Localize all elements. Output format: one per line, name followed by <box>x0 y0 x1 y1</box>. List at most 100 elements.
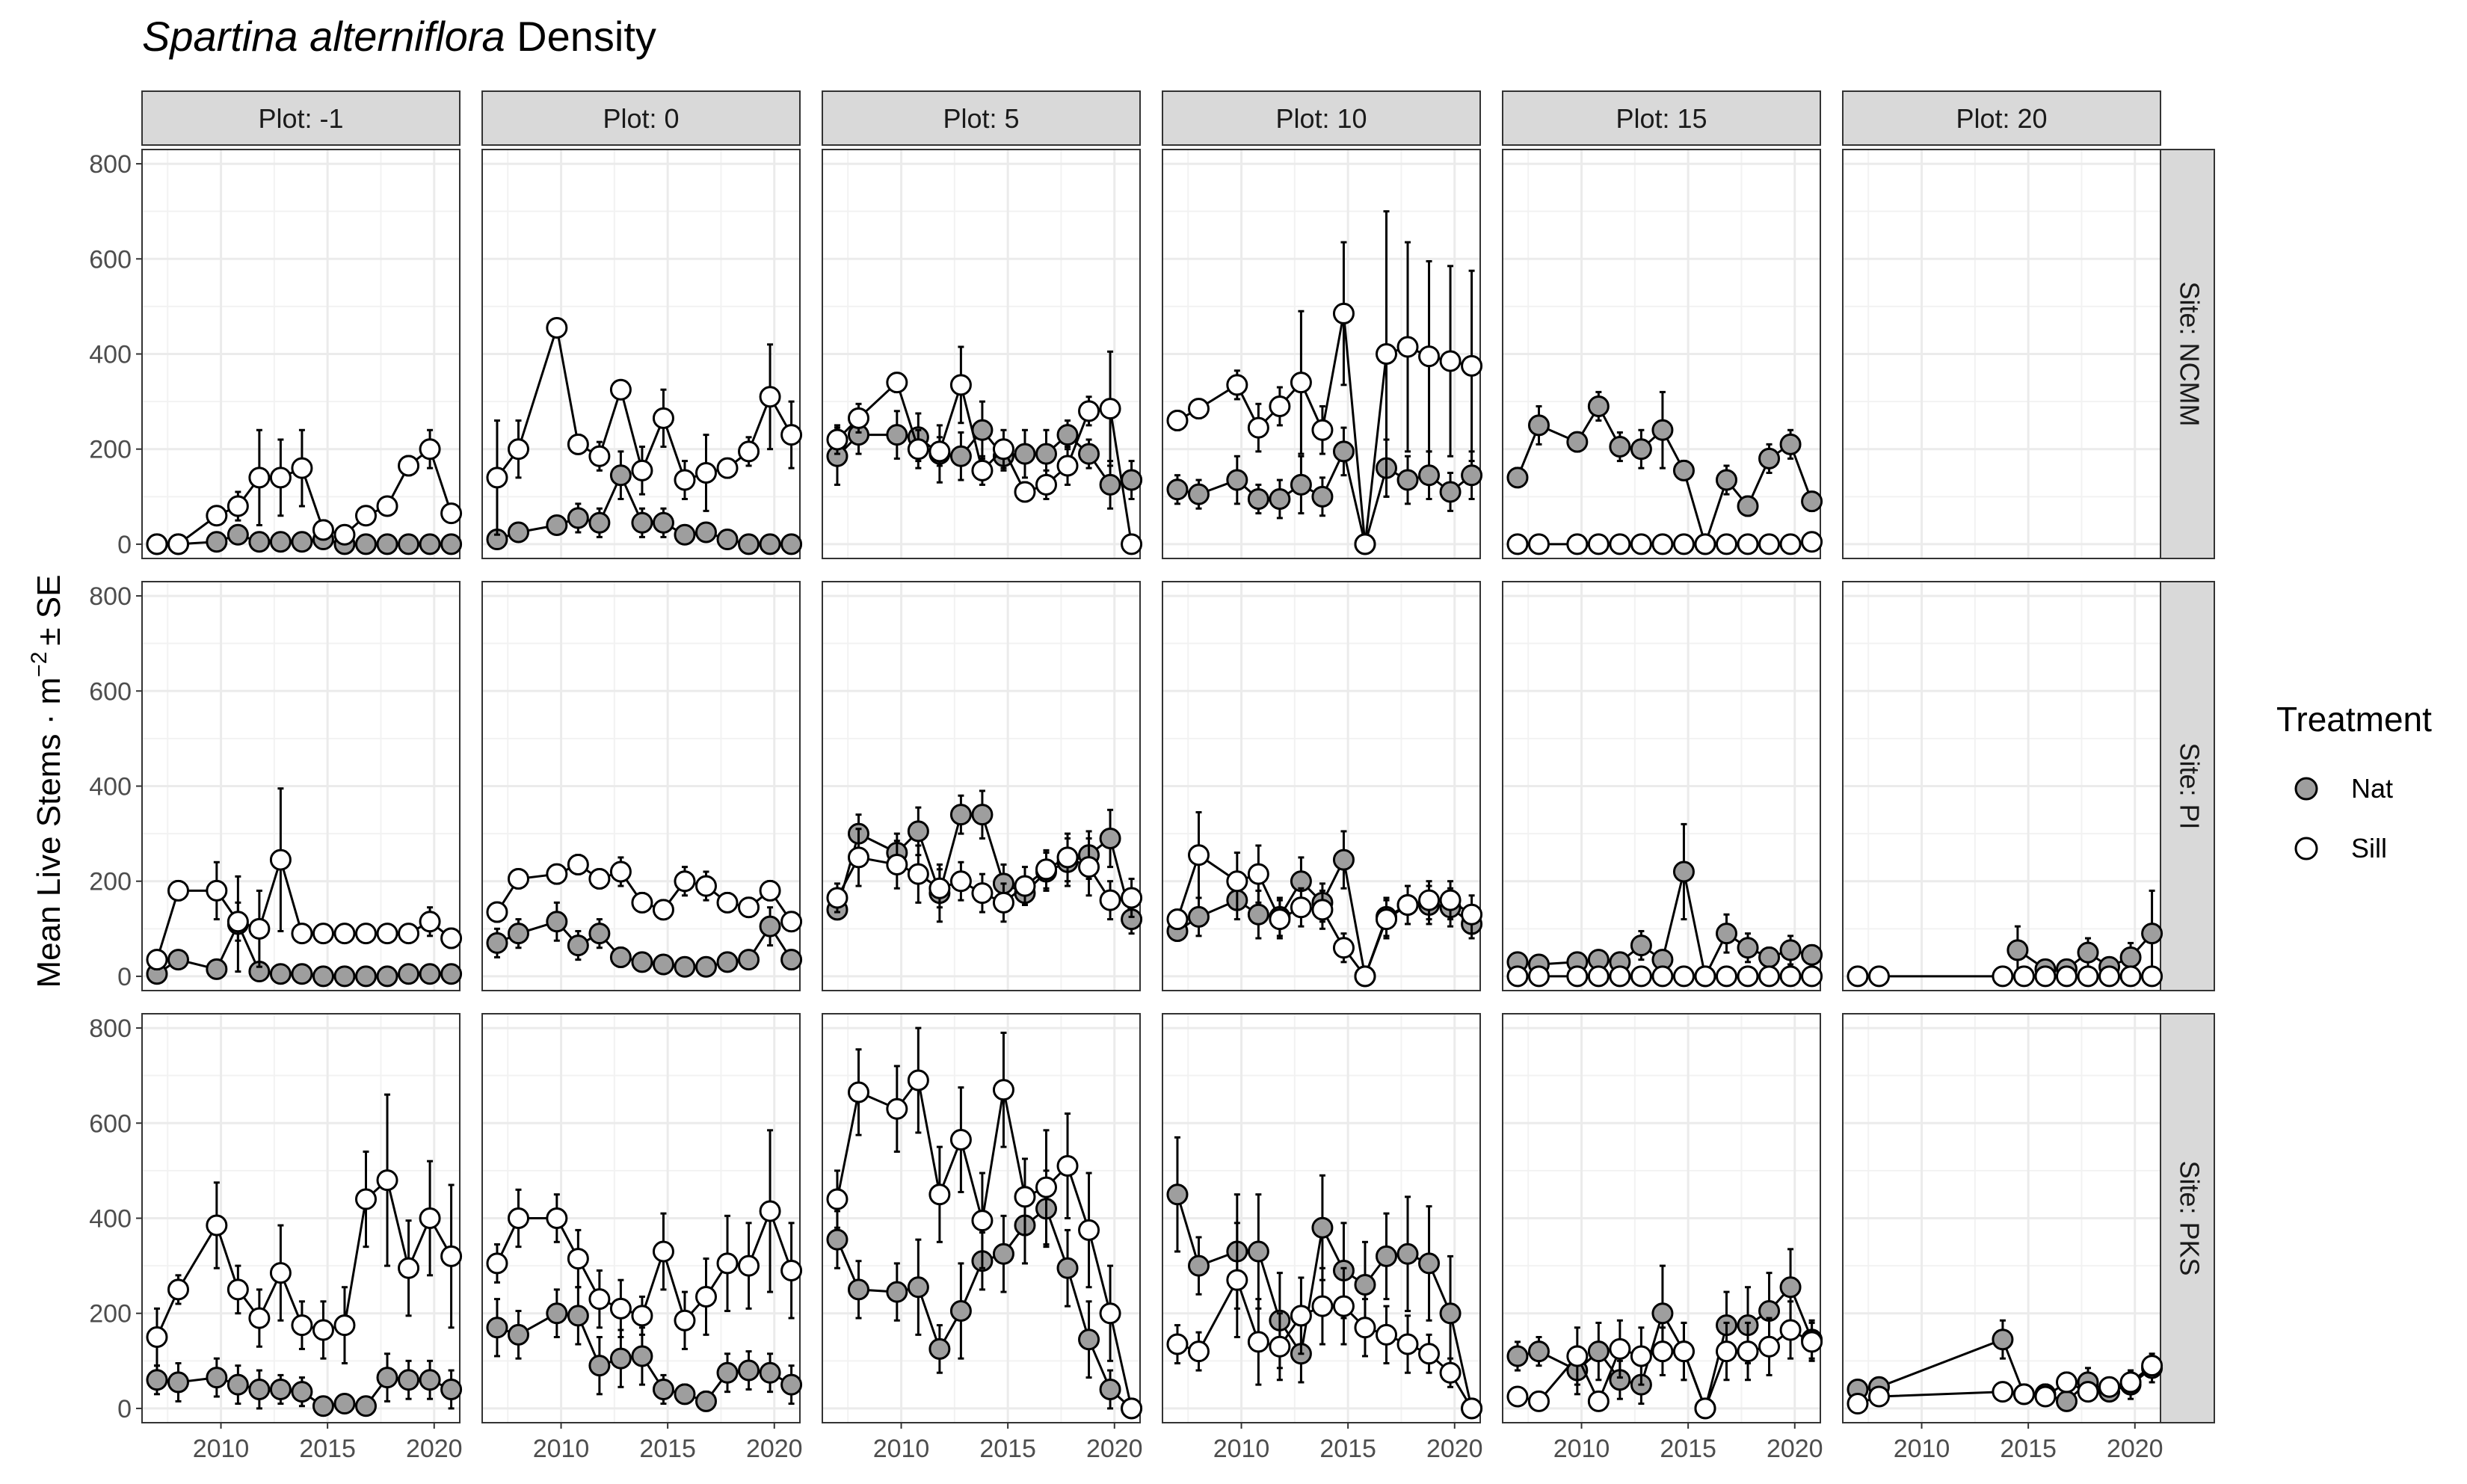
sill-point <box>1527 965 1550 988</box>
sill-point <box>1867 965 1890 988</box>
nat-point <box>907 820 929 843</box>
sill-point <box>567 853 589 875</box>
nat-point <box>1056 1257 1079 1279</box>
sill-point <box>1527 1390 1550 1412</box>
nat-point <box>1099 473 1121 496</box>
sill-point <box>1737 533 1759 555</box>
nat-point <box>949 1300 972 1323</box>
nat-point <box>694 1390 717 1412</box>
sill-point <box>949 870 972 893</box>
sill-point <box>780 424 803 446</box>
sill-point <box>609 860 632 883</box>
nat-point <box>398 1369 420 1391</box>
sill-point <box>1737 1340 1759 1363</box>
sill-point <box>949 374 972 396</box>
nat-point <box>312 965 334 988</box>
nat-point <box>886 1281 908 1303</box>
sill-point <box>206 1214 228 1237</box>
nat-point <box>1332 440 1355 463</box>
sill-point <box>376 1169 398 1192</box>
sill-point <box>419 911 441 933</box>
nat-point <box>992 1243 1014 1265</box>
nat-point <box>1672 459 1695 481</box>
sill-point <box>146 533 168 555</box>
sill-point <box>354 923 377 945</box>
sill-point <box>1527 533 1550 555</box>
nat-point <box>567 507 589 529</box>
nat-point <box>588 923 611 945</box>
nat-point <box>227 1373 249 1396</box>
nat-point <box>376 1367 398 1389</box>
sill-point <box>398 455 420 477</box>
nat-point <box>1779 939 1802 961</box>
sill-point <box>1247 1331 1269 1353</box>
y-axis-label-sup: −2 <box>27 652 52 677</box>
nat-point <box>486 1317 508 1339</box>
sill-point <box>759 879 781 902</box>
nat-point <box>1630 935 1652 957</box>
nat-point <box>1609 436 1631 458</box>
chart-title-italic: Spartina alterniflora <box>142 13 505 60</box>
sill-point <box>1187 1340 1210 1363</box>
nat-point <box>738 949 760 971</box>
sill-point <box>652 1240 674 1263</box>
sill-point <box>2055 1371 2078 1394</box>
sill-point <box>1566 965 1589 988</box>
site-strip <box>2160 149 2215 559</box>
plot-strip <box>1162 90 1481 146</box>
nat-point <box>206 1367 228 1389</box>
sill-point <box>1801 1331 1823 1353</box>
sill-point <box>1439 889 1462 911</box>
nat-point <box>588 1355 611 1377</box>
sill-point <box>1290 896 1312 919</box>
panel-border <box>822 1013 1141 1423</box>
sill-point <box>486 901 508 923</box>
sill-point <box>312 1319 334 1341</box>
sill-point <box>1715 533 1737 555</box>
sill-point <box>928 440 951 463</box>
nat-point <box>1290 473 1312 496</box>
sill-point <box>1354 533 1376 555</box>
plot-strip-label: Plot: 15 <box>1616 103 1707 134</box>
sill-point <box>694 875 717 897</box>
x-tick-label: 2015 <box>1660 1435 1716 1463</box>
nat-point <box>1078 443 1100 465</box>
x-tick-label: 2010 <box>1553 1435 1610 1463</box>
panel-border <box>481 149 801 559</box>
panel-border <box>1842 581 2161 991</box>
nat-point <box>1078 1328 1100 1351</box>
sill-point <box>1014 1186 1036 1208</box>
sill-point <box>546 1207 568 1229</box>
sill-point <box>269 1262 292 1284</box>
sill-point <box>826 428 848 451</box>
sill-point <box>1630 533 1652 555</box>
sill-point <box>609 378 632 401</box>
sill-point <box>1439 1361 1462 1384</box>
sill-point <box>716 891 739 914</box>
sill-point <box>1247 863 1269 885</box>
sill-point <box>1801 965 1823 988</box>
nat-point <box>609 946 632 968</box>
nat-point <box>333 965 356 988</box>
legend-key-sill <box>2294 837 2318 860</box>
sill-point <box>1166 908 1189 931</box>
nat-point <box>694 955 717 978</box>
nat-point <box>759 915 781 937</box>
sill-point <box>1992 965 2014 988</box>
sill-point <box>1035 858 1057 881</box>
nat-point <box>652 511 674 534</box>
nat-point <box>759 1361 781 1384</box>
nat-point <box>1332 849 1355 871</box>
sill-point <box>992 1079 1014 1101</box>
nat-point <box>1354 1274 1376 1296</box>
sill-point <box>206 505 228 527</box>
nat-point <box>1651 419 1674 441</box>
sill-point <box>1779 533 1802 555</box>
nat-point <box>1187 1254 1210 1277</box>
panel-border <box>1502 149 1821 559</box>
nat-point <box>333 1393 356 1415</box>
y-tick-label: 800 <box>89 150 132 179</box>
sill-point <box>1630 965 1652 988</box>
sill-point <box>1354 965 1376 988</box>
sill-point <box>694 1285 717 1308</box>
